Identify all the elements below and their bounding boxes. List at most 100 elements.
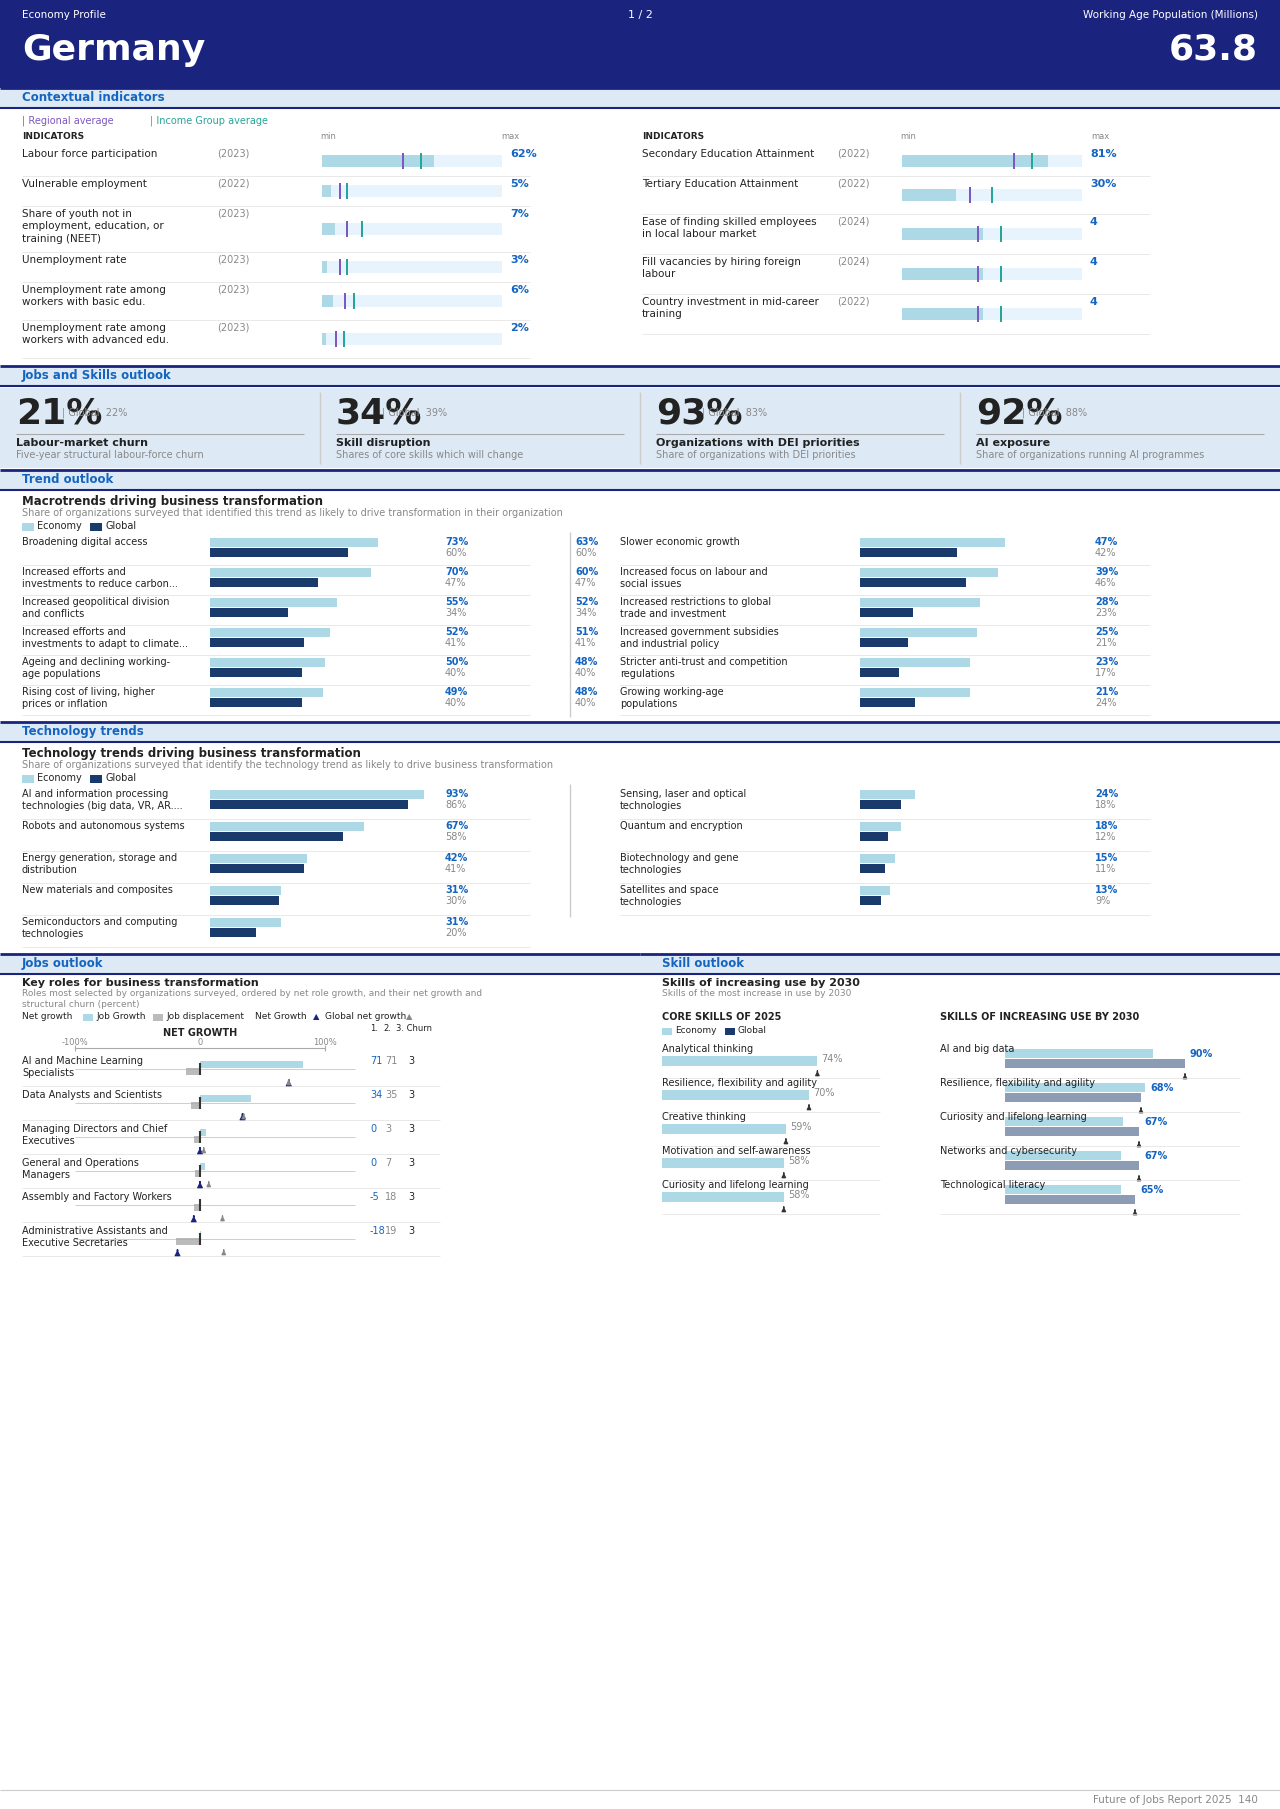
Text: 20%: 20% (445, 928, 466, 939)
Text: 4: 4 (1091, 297, 1098, 308)
Text: 0: 0 (370, 1123, 376, 1134)
Bar (323, 295, 333, 308)
Text: 4: 4 (1091, 217, 1098, 226)
Text: 24%: 24% (1094, 698, 1116, 707)
Text: Networks and cybersecurity: Networks and cybersecurity (940, 1145, 1076, 1156)
Bar (902, 228, 1082, 241)
Text: | Global  39%: | Global 39% (381, 409, 447, 418)
Bar (860, 687, 970, 696)
Text: | Income Group average: | Income Group average (150, 116, 268, 127)
Text: Fill vacancies by hiring foreign
labour: Fill vacancies by hiring foreign labour (643, 257, 801, 279)
Bar (210, 886, 282, 895)
Bar (860, 865, 886, 874)
Text: 15%: 15% (1094, 854, 1119, 863)
Bar (662, 1091, 809, 1100)
Text: 93%: 93% (445, 789, 468, 800)
Bar (210, 791, 424, 800)
Text: Share of youth not in
employment, education, or
training (NEET): Share of youth not in employment, educat… (22, 210, 164, 244)
Bar (1005, 1127, 1139, 1136)
Text: (2023): (2023) (218, 286, 250, 295)
Bar (860, 832, 887, 841)
Text: 81%: 81% (1091, 148, 1116, 159)
Text: 18%: 18% (1094, 800, 1116, 810)
Text: 55%: 55% (445, 597, 468, 608)
Text: Growing working-age
populations: Growing working-age populations (620, 687, 723, 709)
Bar (210, 865, 305, 874)
Bar (22, 523, 35, 532)
Text: Job Growth: Job Growth (96, 1011, 146, 1020)
Bar (335, 331, 338, 347)
Text: Slower economic growth: Slower economic growth (620, 537, 740, 546)
Text: 58%: 58% (787, 1190, 809, 1199)
Text: 3: 3 (408, 1056, 415, 1066)
Bar (339, 259, 340, 275)
Bar (193, 1136, 200, 1143)
Text: 7: 7 (385, 1158, 392, 1169)
Bar (210, 658, 325, 668)
Text: 40%: 40% (575, 698, 596, 707)
Text: 63%: 63% (575, 537, 598, 546)
Text: Global: Global (739, 1026, 767, 1035)
Bar (902, 156, 1082, 166)
Bar (902, 156, 1048, 166)
Text: | Regional average: | Regional average (22, 116, 114, 127)
Text: Unemployment rate: Unemployment rate (22, 255, 127, 264)
Text: Roles most selected by organizations surveyed, ordered by net role growth, and t: Roles most selected by organizations sur… (22, 990, 483, 1009)
Text: Skill disruption: Skill disruption (335, 438, 430, 449)
Text: 65%: 65% (1140, 1185, 1164, 1196)
Text: 2%: 2% (509, 324, 529, 333)
Text: 3: 3 (408, 1192, 415, 1201)
Text: 100%: 100% (314, 1038, 337, 1047)
Text: 24%: 24% (1094, 789, 1119, 800)
Bar (860, 668, 899, 677)
Text: Analytical thinking: Analytical thinking (662, 1044, 753, 1055)
Bar (1000, 306, 1002, 322)
Bar (902, 308, 1082, 320)
Text: 68%: 68% (1149, 1084, 1174, 1093)
Text: -100%: -100% (61, 1038, 88, 1047)
Text: 9%: 9% (1094, 895, 1110, 906)
Text: AI and Machine Learning
Specialists: AI and Machine Learning Specialists (22, 1056, 143, 1078)
Bar (154, 1015, 163, 1020)
Text: 34%: 34% (575, 608, 596, 619)
Text: Curiosity and lifelong learning: Curiosity and lifelong learning (662, 1179, 809, 1190)
Bar (210, 832, 343, 841)
Text: 18: 18 (385, 1192, 397, 1201)
Bar (1030, 154, 1033, 168)
Text: min: min (320, 132, 335, 141)
Bar (662, 1123, 786, 1134)
Text: Ease of finding skilled employees
in local labour market: Ease of finding skilled employees in loc… (643, 217, 817, 239)
Bar (210, 608, 288, 617)
Text: 52%: 52% (445, 628, 468, 637)
Bar (860, 658, 970, 668)
Text: Future of Jobs Report 2025  140: Future of Jobs Report 2025 140 (1093, 1795, 1258, 1805)
Text: 35: 35 (385, 1091, 397, 1100)
Bar (0, 365, 1280, 385)
Bar (200, 1129, 206, 1136)
Text: Global: Global (105, 772, 136, 783)
Text: 31%: 31% (445, 917, 468, 926)
Text: Data Analysts and Scientists: Data Analysts and Scientists (22, 1091, 163, 1100)
Bar (902, 268, 1082, 280)
Text: 28%: 28% (1094, 597, 1119, 608)
Text: Unemployment rate among
workers with advanced edu.: Unemployment rate among workers with adv… (22, 324, 169, 346)
Bar (210, 579, 319, 586)
Text: 70%: 70% (445, 566, 468, 577)
Text: Labour-market churn: Labour-market churn (15, 438, 148, 449)
Text: Managing Directors and Chief
Executives: Managing Directors and Chief Executives (22, 1123, 168, 1147)
Bar (640, 953, 1280, 973)
Text: (2022): (2022) (837, 148, 869, 159)
Bar (0, 953, 640, 973)
Bar (662, 1158, 783, 1169)
Bar (210, 628, 330, 637)
Bar (0, 89, 1280, 109)
Text: 3: 3 (408, 1227, 415, 1236)
Text: 30%: 30% (1091, 179, 1116, 188)
Text: 60%: 60% (575, 566, 598, 577)
Text: 50%: 50% (445, 657, 468, 668)
Bar (210, 599, 337, 608)
Bar (0, 470, 1280, 490)
Text: 70%: 70% (813, 1087, 835, 1098)
Text: 41%: 41% (445, 865, 466, 874)
Text: 63.8: 63.8 (1169, 33, 1258, 67)
